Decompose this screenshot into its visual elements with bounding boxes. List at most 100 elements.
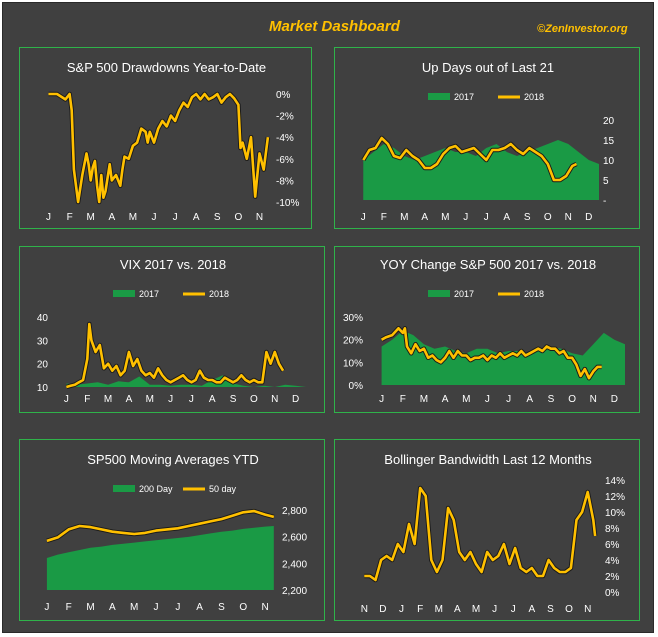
updays-xtick-5: J — [463, 212, 468, 223]
drawdowns-ytick-2: -4% — [276, 133, 294, 144]
sp500ma-xtick-6: J — [175, 602, 180, 613]
updays-xtick-0: J — [361, 212, 366, 223]
panel-updays: Up Days out of Last 21 2017 2018 20 15 10 5 - J F… — [334, 47, 640, 229]
drawdowns-xtick-0: J — [46, 212, 51, 223]
bollinger-xtick-7: J — [492, 604, 497, 615]
vix-xtick-7: A — [209, 394, 216, 405]
bollinger-xtick-10: S — [547, 604, 554, 615]
sp500ma-xtick-5: J — [154, 602, 159, 613]
sp500ma-ytick-0: 2,800 — [282, 506, 307, 517]
bollinger-chart: Bollinger Bandwidth Last 12 Months 14% 12%… — [361, 452, 625, 615]
bollinger-xtick-4: M — [435, 604, 443, 615]
vix-xtick-9: O — [250, 394, 258, 405]
updays-legend-label-1: 2018 — [524, 92, 544, 102]
vix-xtick-8: S — [230, 394, 237, 405]
vix-xtick-2: M — [104, 394, 112, 405]
bollinger-ytick-1: 12% — [605, 492, 625, 503]
bollinger-ytick-3: 8% — [605, 524, 620, 535]
drawdowns-series-0-line — [48, 92, 270, 204]
drawdowns-xtick-8: S — [214, 212, 221, 223]
vix-xtick-11: D — [292, 394, 299, 405]
updays-xtick-2: M — [400, 212, 408, 223]
bollinger-ytick-0: 14% — [605, 476, 625, 487]
vix-xtick-4: M — [146, 394, 154, 405]
sp500ma-xtick-0: J — [44, 602, 49, 613]
yoy-xtick-10: N — [590, 394, 597, 405]
yoy-xtick-0: J — [379, 394, 384, 405]
updays-ytick-3: 5 — [603, 176, 609, 187]
yoy-xtick-4: M — [462, 394, 470, 405]
sp500ma-series-0-area — [46, 526, 274, 590]
sp500ma-ytick-3: 2,200 — [282, 586, 307, 597]
vix-series-0-area — [66, 375, 307, 387]
panel-vix: VIX 2017 vs. 2018 2017 2018 40 30 20 10 J F M A M J J… — [19, 246, 325, 413]
vix-series-1-shadow — [65, 321, 286, 390]
panel-yoy: YOY Change S&P 500 2017 vs. 2018 2017 2018… — [334, 246, 640, 413]
drawdowns-xtick-9: O — [234, 212, 242, 223]
yoy-series-1-line — [380, 327, 602, 380]
drawdowns-xtick-7: A — [193, 212, 200, 223]
updays-xtick-6: J — [484, 212, 489, 223]
bollinger-ytick-7: 0% — [605, 588, 620, 599]
yoy-xtick-5: J — [485, 394, 490, 405]
updays-xtick-7: A — [503, 212, 510, 223]
sp500ma-series-1-line — [46, 509, 275, 543]
bollinger-xtick-2: J — [399, 604, 404, 615]
bollinger-title: Bollinger Bandwidth Last 12 Months — [384, 452, 592, 467]
vix-legend-label-1: 2018 — [209, 289, 229, 299]
updays-xtick-9: O — [544, 212, 552, 223]
updays-xtick-4: M — [441, 212, 449, 223]
bollinger-ytick-5: 4% — [605, 556, 620, 567]
vix-xtick-0: J — [64, 394, 69, 405]
panel-bollinger: Bollinger Bandwidth Last 12 Months 14% 12%… — [334, 439, 640, 621]
panel-drawdowns: S&P 500 Drawdowns Year-to-Date 0% -2% -4% -6… — [19, 47, 312, 229]
updays-xtick-1: F — [381, 212, 387, 223]
updays-ytick-1: 15 — [603, 136, 615, 147]
sp500ma-xtick-2: M — [86, 602, 94, 613]
updays-series-1-line — [362, 136, 578, 182]
sp500ma-xtick-7: A — [196, 602, 203, 613]
drawdowns-xtick-6: J — [173, 212, 178, 223]
bollinger-xtick-0: N — [361, 604, 368, 615]
drawdowns-xtick-5: J — [152, 212, 157, 223]
drawdowns-xtick-10: N — [256, 212, 263, 223]
drawdowns-xtick-2: M — [87, 212, 95, 223]
sp500ma-xtick-4: M — [130, 602, 138, 613]
yoy-ytick-3: 0% — [349, 381, 364, 392]
sp500ma-xtick-10: N — [261, 602, 268, 613]
yoy-xtick-8: S — [548, 394, 555, 405]
vix-legend-swatch-0 — [113, 290, 135, 297]
vix-ytick-2: 20 — [37, 360, 49, 371]
sp500ma-title: SP500 Moving Averages YTD — [87, 452, 259, 467]
vix-xtick-3: A — [126, 394, 133, 405]
yoy-chart: YOY Change S&P 500 2017 vs. 2018 2017 2018… — [343, 257, 625, 405]
panel-sp500ma: SP500 Moving Averages YTD 200 Day 50 day 2,… — [19, 439, 325, 621]
bollinger-xtick-5: A — [454, 604, 461, 615]
bollinger-ytick-2: 10% — [605, 508, 625, 519]
sp500ma-legend-swatch-0 — [113, 485, 135, 492]
vix-xtick-5: J — [168, 394, 173, 405]
sp500ma-xtick-9: O — [239, 602, 247, 613]
updays-ytick-4: - — [603, 196, 606, 207]
sp500ma-chart: SP500 Moving Averages YTD 200 Day 50 day 2,… — [44, 452, 307, 613]
yoy-xtick-2: M — [420, 394, 428, 405]
yoy-xtick-6: J — [506, 394, 511, 405]
sp500ma-ytick-2: 2,400 — [282, 559, 307, 570]
updays-ytick-2: 10 — [603, 156, 615, 167]
vix-ytick-0: 40 — [37, 313, 49, 324]
vix-legend-label-0: 2017 — [139, 289, 159, 299]
updays-xtick-8: S — [524, 212, 531, 223]
vix-ytick-1: 30 — [37, 336, 49, 347]
bollinger-series-0-shadow — [364, 485, 598, 583]
bollinger-xtick-3: F — [417, 604, 423, 615]
yoy-xtick-9: O — [568, 394, 576, 405]
yoy-xtick-3: A — [442, 394, 449, 405]
yoy-legend-label-0: 2017 — [454, 289, 474, 299]
updays-series-0-area — [363, 140, 599, 200]
vix-series-1-line — [66, 322, 285, 389]
yoy-title: YOY Change S&P 500 2017 vs. 2018 — [380, 257, 596, 272]
bollinger-xtick-1: D — [379, 604, 386, 615]
yoy-xtick-1: F — [400, 394, 406, 405]
drawdowns-xtick-4: M — [129, 212, 137, 223]
